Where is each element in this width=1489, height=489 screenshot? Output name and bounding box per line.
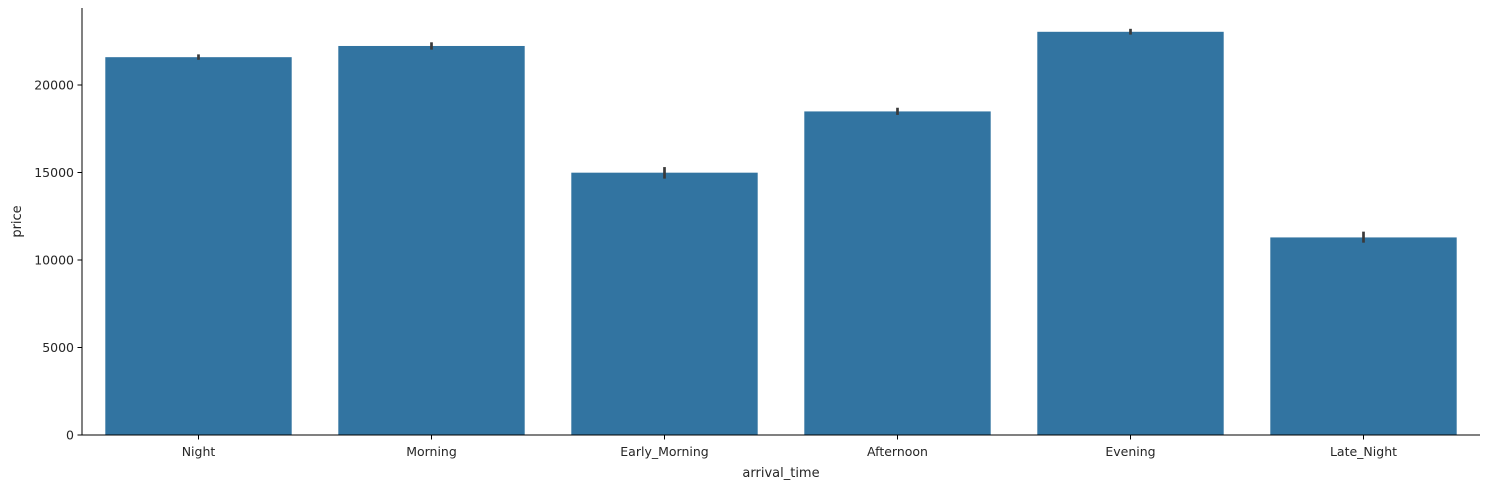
x-tick-label: Afternoon bbox=[867, 444, 928, 459]
y-tick-label: 20000 bbox=[34, 78, 74, 93]
x-tick-label: Morning bbox=[406, 444, 457, 459]
x-tick-label: Early_Morning bbox=[620, 444, 708, 459]
bar-morning bbox=[338, 45, 525, 435]
bar-evening bbox=[1037, 31, 1224, 436]
y-ticks: 0 5000 10000 15000 20000 bbox=[34, 78, 82, 443]
x-axis-label: arrival_time bbox=[742, 466, 819, 481]
bar-night bbox=[105, 57, 292, 436]
x-tick-label: Late_Night bbox=[1330, 444, 1397, 459]
errorbars-layer bbox=[197, 28, 1365, 243]
y-tick-label: 15000 bbox=[34, 165, 74, 180]
x-tick-label: Night bbox=[182, 444, 216, 459]
bar-afternoon bbox=[804, 111, 991, 436]
bar-early-morning bbox=[571, 172, 758, 436]
y-tick-label: 10000 bbox=[34, 253, 74, 268]
y-tick-label: 5000 bbox=[42, 340, 74, 355]
x-tick-label: Evening bbox=[1105, 444, 1155, 459]
y-axis-label: price bbox=[10, 205, 25, 237]
x-ticks: Night Morning Early_Morning Afternoon Evenin… bbox=[182, 435, 1397, 459]
bars-layer bbox=[105, 31, 1457, 436]
axes-layer bbox=[81, 8, 1480, 436]
y-tick-label: 0 bbox=[66, 428, 74, 443]
bar-late-night bbox=[1270, 237, 1457, 435]
